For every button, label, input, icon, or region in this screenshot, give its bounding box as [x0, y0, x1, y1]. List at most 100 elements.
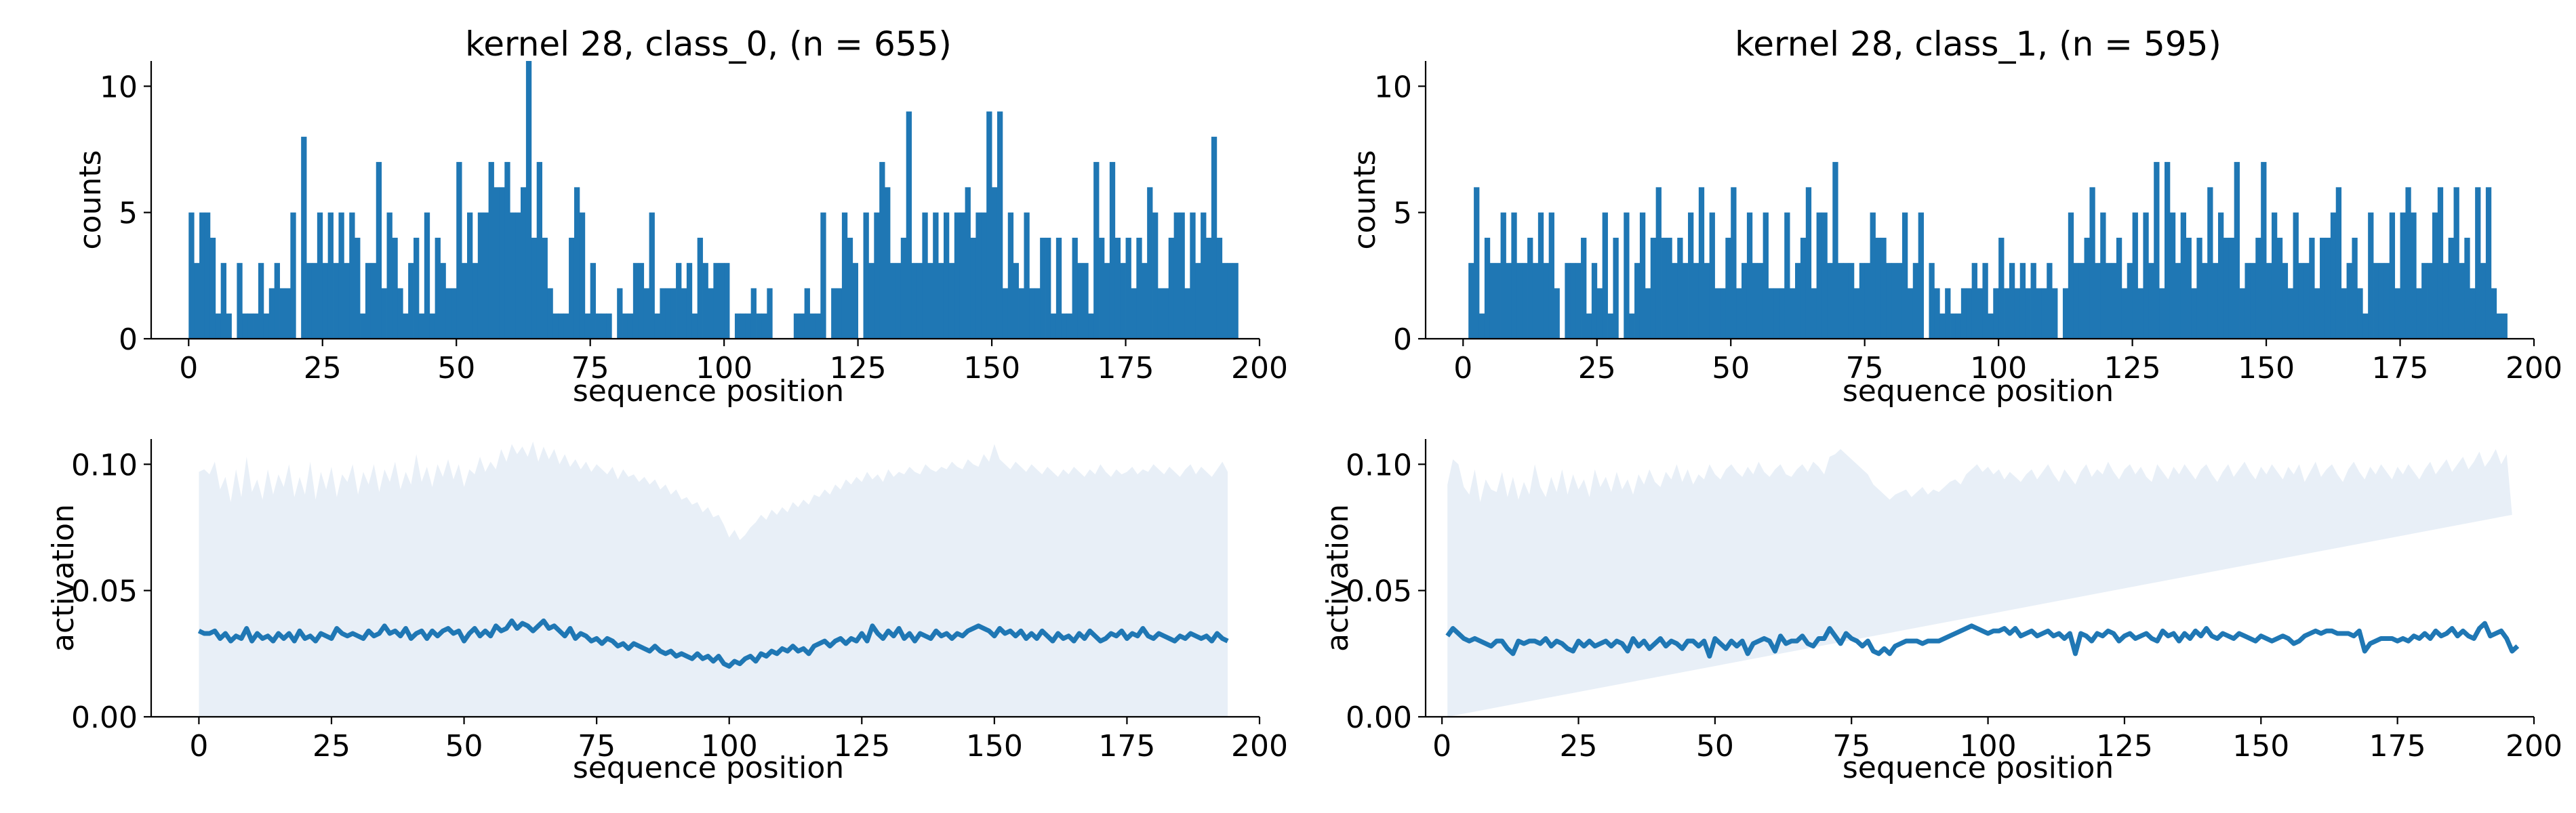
histogram-bar — [268, 288, 275, 339]
histogram-bar — [959, 212, 965, 339]
histogram-bar — [418, 313, 425, 339]
histogram-bar — [2100, 212, 2106, 339]
histogram-bar — [1773, 288, 1779, 339]
histogram-bar — [1163, 288, 1169, 339]
histogram-bar — [2405, 187, 2411, 339]
histogram-bar — [2223, 237, 2230, 339]
x-tick-label: 25 — [313, 729, 350, 764]
histogram-bar — [1731, 187, 1737, 339]
histogram-bar — [1805, 187, 1812, 339]
histogram-bar — [435, 237, 441, 339]
histogram-bar — [1216, 237, 1223, 339]
histogram-bar — [2442, 263, 2449, 339]
histogram-bar — [2250, 263, 2256, 339]
x-tick-label: 75 — [571, 351, 609, 385]
y-tick-label: 0.00 — [71, 701, 138, 735]
histogram-bar — [456, 162, 462, 339]
histogram-bar — [515, 212, 521, 339]
histogram-bar — [852, 263, 859, 339]
histogram-bar — [970, 237, 976, 339]
histogram-bar — [1993, 288, 1999, 339]
histogram-bar — [1736, 288, 1742, 339]
histogram-bar — [676, 263, 682, 339]
histogram-bar — [552, 313, 559, 339]
histogram-bar — [1088, 313, 1094, 339]
histogram-bar — [2202, 263, 2208, 339]
histogram-bar — [2036, 288, 2042, 339]
histogram-bar — [558, 313, 564, 339]
histogram-bar — [1897, 263, 1903, 339]
histogram-bar — [376, 162, 382, 339]
histogram-bar — [734, 313, 741, 339]
histogram-bar — [317, 212, 323, 339]
histogram-bar — [1934, 288, 1940, 339]
histogram-bar — [1843, 263, 1849, 339]
histogram-bar — [643, 288, 649, 339]
histogram-bar — [1093, 162, 1100, 339]
histogram-bar — [2004, 288, 2010, 339]
histogram-bar — [1811, 288, 1817, 339]
histogram-bar — [1602, 212, 1608, 339]
histogram-bar — [1655, 187, 1662, 339]
histogram-bar — [322, 263, 329, 339]
histogram-bar — [654, 313, 660, 339]
histogram-bar — [2378, 263, 2385, 339]
histogram-bar — [1870, 212, 1876, 339]
histogram-bar — [1742, 263, 1748, 339]
histogram-bar — [2159, 288, 2165, 339]
histogram-bar — [1960, 288, 1967, 339]
histogram-bar — [1173, 212, 1180, 339]
histogram-bar — [879, 162, 885, 339]
histogram-bar — [1677, 237, 1683, 339]
histogram-bar — [1495, 263, 1501, 339]
histogram-bar — [708, 288, 714, 339]
mean-activation-line — [197, 618, 1229, 669]
bar-layer — [188, 61, 1239, 339]
histogram-bar — [1532, 263, 1539, 339]
histogram-bar — [2127, 263, 2133, 339]
histogram-bar — [1484, 237, 1491, 339]
histogram-bar — [547, 288, 553, 339]
histogram-bar — [2025, 288, 2031, 339]
histogram-bar — [1468, 263, 1474, 339]
histogram-bar — [477, 212, 484, 339]
histogram-bar — [2068, 212, 2074, 339]
histogram-bar — [761, 313, 767, 339]
histogram-bar — [253, 313, 259, 339]
histogram-bar — [622, 313, 628, 339]
x-tick-label: 25 — [1578, 351, 1616, 385]
histogram-bar — [1152, 212, 1159, 339]
histogram-bar — [1832, 162, 1838, 339]
histogram-bar — [2239, 288, 2245, 339]
histogram-bar — [1586, 313, 1592, 339]
x-tick-label: 100 — [1970, 351, 2027, 385]
histogram-bar — [1988, 313, 1994, 339]
histogram-bar — [338, 212, 344, 339]
histogram-bar — [681, 288, 687, 339]
x-tick-label: 150 — [2238, 351, 2295, 385]
histogram-bar — [1061, 313, 1068, 339]
histogram-bar — [1639, 212, 1646, 339]
histogram-bar — [220, 263, 226, 339]
histogram-bar — [1570, 263, 1576, 339]
y-tick-label: 0.05 — [1346, 575, 1412, 609]
y-tick-label: 5 — [1393, 196, 1412, 231]
histogram-bar — [467, 212, 473, 339]
histogram-bar — [2014, 288, 2021, 339]
histogram-bar — [1853, 288, 1860, 339]
histogram-bar — [531, 237, 538, 339]
histogram-bar — [2261, 162, 2267, 339]
histogram-bar — [606, 313, 612, 339]
histogram-bar — [2121, 288, 2128, 339]
histogram-bar — [1698, 187, 1705, 339]
histogram-bar — [1474, 187, 1480, 339]
histogram-bar — [686, 263, 693, 339]
histogram-bar — [247, 313, 254, 339]
histogram-bar — [1157, 288, 1164, 339]
histogram-bar — [499, 187, 505, 339]
histogram-bar — [1034, 288, 1041, 339]
panel-title: kernel 28, class_1, (n = 595) — [1735, 24, 2221, 64]
histogram-bar — [2362, 313, 2369, 339]
histogram-bar — [242, 313, 248, 339]
histogram-bar — [1211, 136, 1217, 339]
